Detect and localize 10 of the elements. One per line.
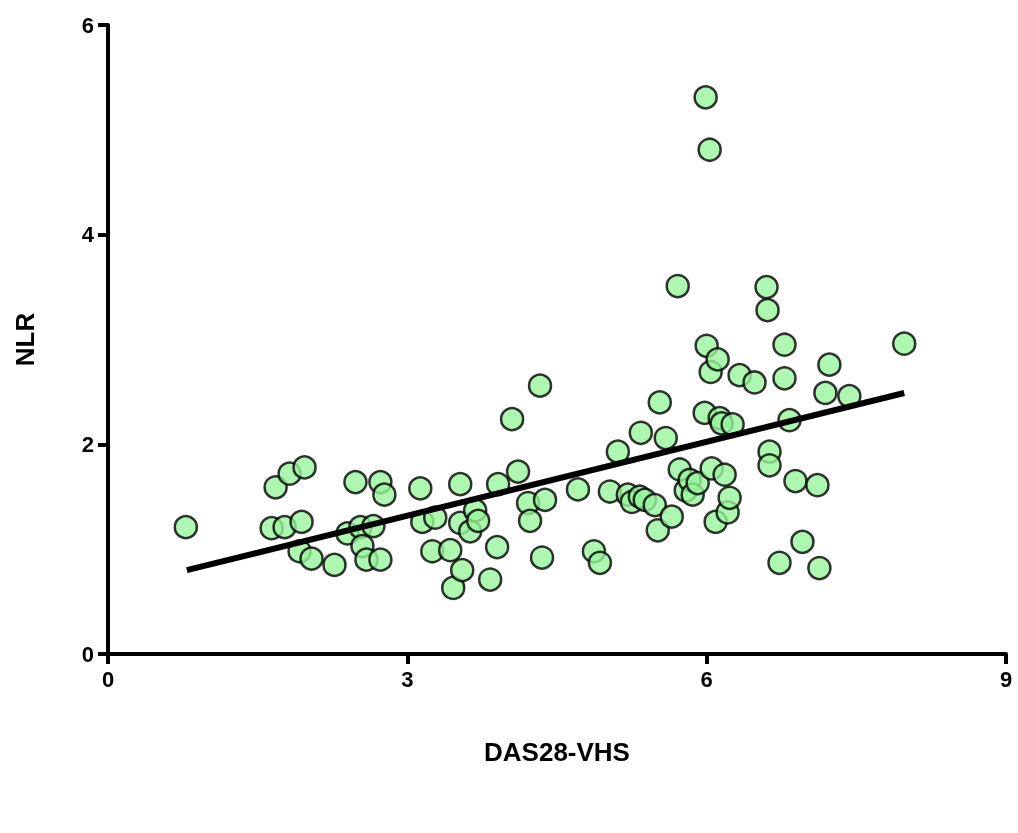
y-axis-title: NLR bbox=[10, 312, 40, 367]
x-tick-label: 6 bbox=[700, 666, 713, 692]
x-axis-title: DAS28-VHS bbox=[484, 737, 630, 767]
x-tick-label: 0 bbox=[101, 666, 115, 692]
x-tick-label: 3 bbox=[401, 666, 414, 692]
y-tick-label: 0 bbox=[81, 641, 94, 667]
y-tick-label: 2 bbox=[81, 431, 94, 457]
x-tick-label: 9 bbox=[999, 666, 1013, 692]
y-tick-label: 6 bbox=[81, 12, 94, 38]
y-tick-label: 4 bbox=[81, 222, 95, 248]
